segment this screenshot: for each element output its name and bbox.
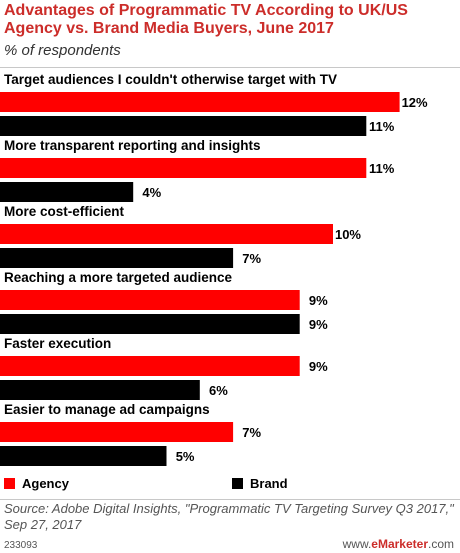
data-label-agency: 9%	[309, 293, 328, 308]
data-label-brand: 7%	[242, 251, 261, 266]
bar-brand	[0, 248, 234, 268]
legend-brand: Brand	[232, 476, 288, 491]
category-label: Reaching a more targeted audience	[4, 270, 233, 285]
bar-agency	[0, 356, 300, 376]
data-label-brand: 5%	[176, 449, 195, 464]
data-label-agency: 7%	[242, 425, 261, 440]
bar-brand	[0, 314, 300, 334]
category-label: More cost-efficient	[4, 204, 125, 219]
bar-agency	[0, 422, 234, 442]
data-label-agency: 10%	[335, 227, 361, 242]
legend-brand-swatch	[232, 478, 243, 489]
category-label: More transparent reporting and insights	[4, 138, 261, 153]
data-label-agency: 9%	[309, 359, 328, 374]
bar-agency	[0, 224, 333, 244]
category-label: Easier to manage ad campaigns	[4, 402, 210, 417]
chart-id: 233093	[4, 540, 38, 551]
legend-agency-swatch	[4, 478, 15, 489]
legend-brand-label: Brand	[250, 476, 288, 491]
brand-name: eMarketer	[371, 537, 428, 551]
chart-subtitle: % of respondents	[4, 42, 121, 59]
bar-brand	[0, 182, 134, 202]
data-label-brand: 6%	[209, 383, 228, 398]
data-label-brand: 4%	[142, 185, 161, 200]
data-label-brand: 9%	[309, 317, 328, 332]
bar-agency	[0, 290, 300, 310]
brand-prefix: www.	[342, 537, 372, 551]
bar-brand	[0, 380, 200, 400]
category-label: Faster execution	[4, 336, 111, 351]
legend-agency: Agency	[4, 476, 69, 491]
data-label-agency: 11%	[369, 161, 395, 176]
bar-agency	[0, 92, 400, 112]
top-divider	[0, 67, 460, 68]
bar-agency	[0, 158, 367, 178]
bar-brand	[0, 116, 367, 136]
legend-agency-label: Agency	[22, 476, 69, 491]
chart-title: Advantages of Programmatic TV According …	[4, 2, 408, 37]
data-label-agency: 12%	[402, 95, 428, 110]
bar-brand	[0, 446, 167, 466]
data-label-brand: 11%	[369, 119, 395, 134]
emarketer-logo: www.eMarketer.com	[343, 537, 454, 551]
bottom-divider	[0, 499, 460, 500]
source-note: Source: Adobe Digital Insights, "Program…	[4, 501, 454, 532]
bar-chart: Target audiences I couldn't otherwise ta…	[0, 72, 428, 466]
category-label: Target audiences I couldn't otherwise ta…	[4, 72, 337, 87]
brand-suffix: .com	[427, 537, 454, 551]
